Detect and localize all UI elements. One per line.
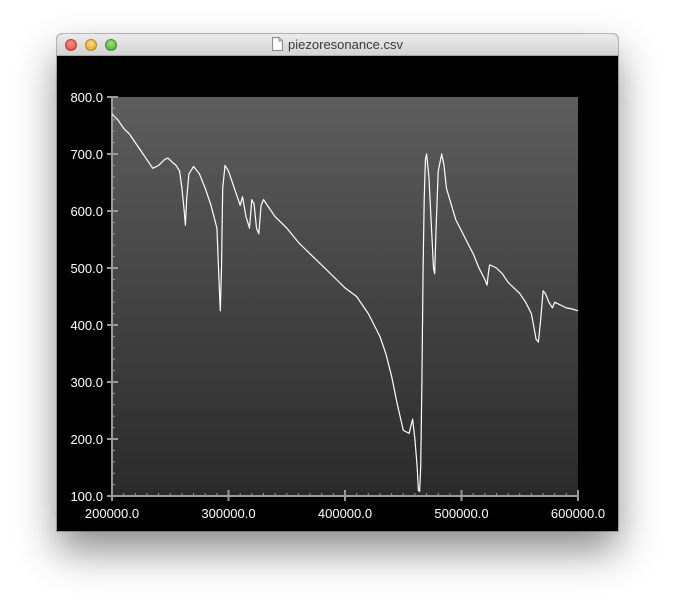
- window-title: piezoresonance.csv: [288, 37, 403, 52]
- x-tick-label: 200000.0: [85, 506, 139, 521]
- y-tick-label: 600.0: [70, 204, 103, 219]
- series-line-0: [111, 113, 579, 492]
- y-tick-label: 300.0: [70, 375, 103, 390]
- y-tick-label: 100.0: [70, 489, 103, 504]
- y-tick-label: 700.0: [70, 147, 103, 162]
- y-tick-label: 800.0: [70, 90, 103, 105]
- zoom-button[interactable]: [105, 39, 117, 51]
- close-button[interactable]: [65, 39, 77, 51]
- axes: [107, 96, 579, 501]
- y-tick-label: 400.0: [70, 318, 103, 333]
- series-group: [111, 113, 579, 492]
- x-tick-label: 600000.0: [551, 506, 605, 521]
- document-icon: [272, 37, 284, 51]
- plot-area: [112, 97, 578, 496]
- minimize-button[interactable]: [85, 39, 97, 51]
- app-window: piezoresonance.csv 100.0 200.0 300.0 400.0 5…: [57, 34, 618, 531]
- title-bar[interactable]: piezoresonance.csv: [57, 34, 618, 56]
- line-chart: 100.0 200.0 300.0 400.0 500.0 600.0 700.0 800.0…: [70, 90, 605, 521]
- y-tick-label: 500.0: [70, 261, 103, 276]
- y-tick-label: 200.0: [70, 432, 103, 447]
- window-title-group: piezoresonance.csv: [57, 37, 618, 53]
- x-tick-label: 300000.0: [201, 506, 255, 521]
- x-tick-label: 500000.0: [434, 506, 488, 521]
- tick-labels: 100.0 200.0 300.0 400.0 500.0 600.0 700.0 800.0…: [70, 90, 605, 521]
- x-tick-label: 400000.0: [318, 506, 372, 521]
